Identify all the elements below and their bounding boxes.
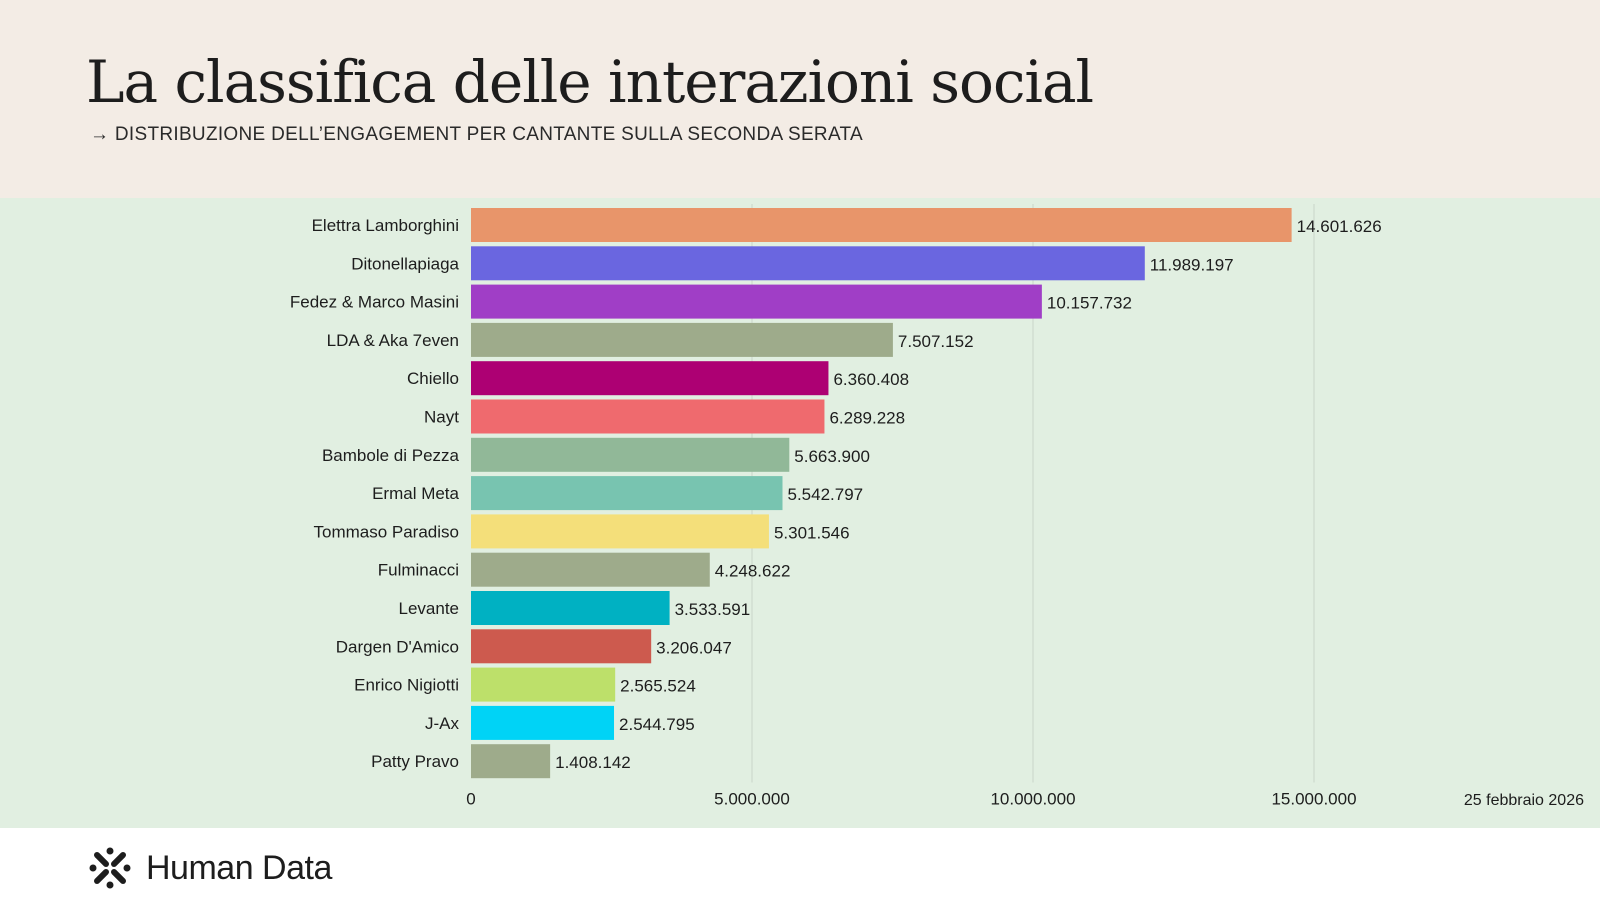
category-label: Fedez & Marco Masini [290, 293, 459, 312]
value-label: 2.565.524 [620, 677, 696, 696]
bar [471, 322, 893, 357]
bar [471, 629, 652, 664]
x-tick-label: 0 [466, 790, 475, 809]
brand-name: Human Data [146, 848, 332, 887]
bar-chart: Elettra Lamborghini 14.601.626 Ditonellapi… [290, 204, 1382, 809]
category-label: Ditonellapiaga [351, 254, 459, 273]
value-label: 5.301.546 [774, 523, 850, 542]
category-label: Chiello [407, 369, 459, 388]
value-label: 3.533.591 [675, 600, 751, 619]
x-tick-label: 10.000.000 [990, 790, 1075, 809]
x-tick-label: 5.000.000 [714, 790, 790, 809]
bar [471, 514, 769, 549]
brand-logo: Human Data [88, 846, 332, 890]
bar [471, 361, 829, 396]
date-label: 25 febbraio 2026 [1463, 792, 1584, 809]
value-label: 11.989.197 [1150, 255, 1234, 274]
category-label: Tommaso Paradiso [313, 522, 459, 541]
value-label: 7.507.152 [898, 332, 974, 351]
bar [471, 246, 1145, 281]
value-label: 2.544.795 [619, 715, 695, 734]
chart-area: Elettra Lamborghini 14.601.626 Ditonellapi… [0, 198, 1600, 828]
category-label: Elettra Lamborghini [312, 216, 459, 235]
category-label: Nayt [424, 408, 459, 427]
bar [471, 552, 710, 587]
value-label: 10.157.732 [1047, 294, 1132, 313]
bar [471, 437, 790, 472]
bar [471, 705, 615, 740]
category-label: Levante [399, 599, 460, 618]
footer: Human Data [0, 828, 1600, 900]
bar [471, 399, 825, 434]
value-label: 5.663.900 [794, 447, 870, 466]
category-label: Patty Pravo [371, 752, 459, 771]
header: La classifica delle interazioni social →… [0, 0, 1600, 198]
value-label: 6.360.408 [833, 370, 909, 389]
category-label: Fulminacci [378, 561, 459, 580]
value-label: 3.206.047 [656, 638, 732, 657]
bar [471, 667, 616, 702]
value-label: 4.248.622 [715, 562, 791, 581]
value-label: 14.601.626 [1297, 217, 1382, 236]
bar [471, 208, 1292, 242]
human-data-logo-icon [89, 847, 131, 889]
category-label: Ermal Meta [372, 484, 459, 503]
category-label: LDA & Aka 7even [327, 331, 459, 350]
bar [471, 744, 551, 779]
x-tick-label: 15.000.000 [1271, 790, 1356, 809]
category-label: J-Ax [425, 714, 460, 733]
value-label: 1.408.142 [555, 753, 631, 772]
value-label: 5.542.797 [788, 485, 864, 504]
value-label: 6.289.228 [829, 409, 905, 428]
category-label: Bambole di Pezza [322, 446, 460, 465]
bar [471, 284, 1042, 319]
bar [471, 476, 783, 511]
category-label: Enrico Nigiotti [354, 676, 459, 695]
category-label: Dargen D'Amico [336, 637, 459, 656]
chart-title: La classifica delle interazioni social [86, 48, 1094, 116]
chart-subtitle: → DISTRIBUZIONE DELL’ENGAGEMENT PER CANT… [90, 124, 863, 145]
bar [471, 591, 670, 625]
